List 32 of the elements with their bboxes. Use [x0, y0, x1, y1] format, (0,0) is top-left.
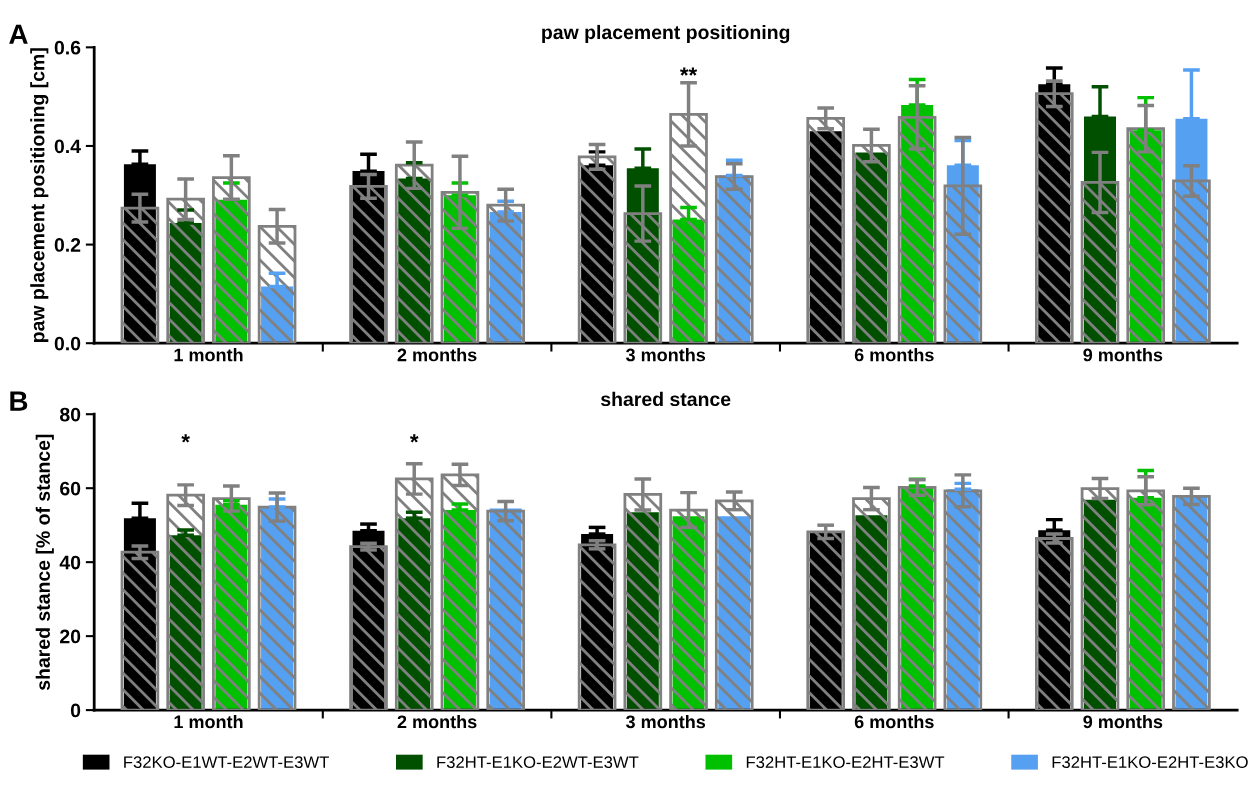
y-tick-label: 0.2	[54, 238, 81, 252]
annotation: *	[409, 434, 419, 443]
x-tick-label: 6 months	[854, 348, 934, 362]
y-tick-label: 20	[60, 629, 81, 644]
x-tick-label: 9 months	[1083, 714, 1163, 729]
x-tick-label: 1 month	[174, 714, 243, 729]
y-tick-label: 0.0	[54, 336, 81, 351]
legend-label: F32HT-E1KO-E2HT-E3KO	[1052, 756, 1248, 769]
legend-label: F32HT-E1KO-E2HT-E3WT	[746, 756, 945, 769]
chart-title: shared stance	[600, 391, 731, 407]
y-tick-label: 0	[70, 703, 81, 718]
y-tick-label: 80	[60, 407, 81, 422]
legend-label: F32HT-E1KO-E2WT-E3WT	[437, 756, 639, 769]
y-tick-label: 60	[60, 481, 81, 496]
annotation: *	[181, 434, 190, 443]
text: B	[10, 391, 28, 411]
annotation: **	[679, 67, 698, 76]
x-tick-label: 1 month	[174, 348, 243, 362]
x-tick-label: 2 months	[397, 348, 477, 362]
y-axis-title: shared stance [% of stance]	[35, 434, 54, 691]
x-tick-label: 3 months	[625, 714, 706, 729]
x-tick-label: 6 months	[854, 714, 934, 729]
text: A	[9, 24, 28, 44]
y-tick-label: 40	[59, 555, 81, 570]
legend-label: F32KO-E1WT-E2WT-E3WT	[124, 756, 329, 769]
y-axis-title: paw placement positioning [cm]	[30, 48, 49, 342]
x-tick-label: 3 months	[625, 348, 706, 362]
x-tick-label: 2 months	[397, 714, 477, 729]
chart-title: paw placement positioning	[542, 24, 790, 44]
y-tick-label: 0.4	[54, 139, 81, 154]
y-tick-label: 0.6	[54, 40, 81, 55]
x-tick-label: 9 months	[1083, 348, 1163, 362]
